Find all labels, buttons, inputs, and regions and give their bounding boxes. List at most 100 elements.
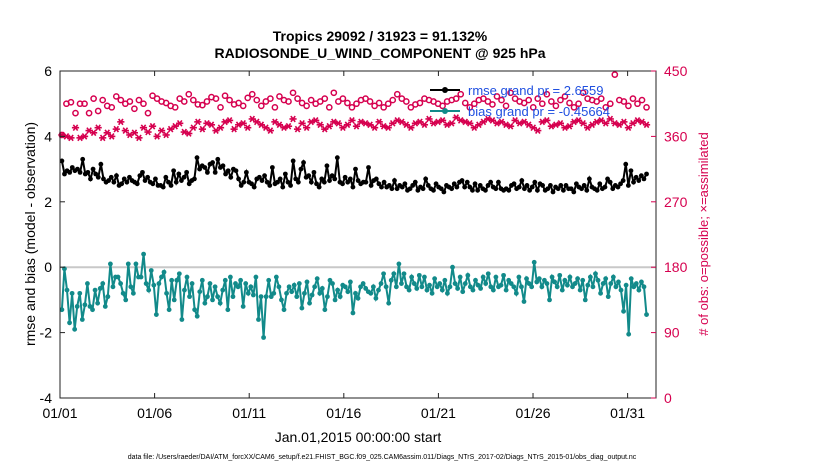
rmse-point: [280, 184, 286, 190]
rmse-point: [168, 183, 174, 188]
bias-point: [243, 281, 249, 286]
assimilated-obs-point: [153, 133, 161, 140]
rmse-point: [202, 165, 208, 170]
bias-point: [411, 281, 417, 286]
bias-point: [628, 276, 634, 282]
possible-obs-point: [112, 93, 120, 100]
legend-swatch-marker: [442, 87, 448, 93]
rmse-point: [547, 183, 553, 188]
assimilated-obs-point: [366, 121, 374, 129]
rmse-point: [267, 183, 273, 188]
assimilated-obs-point: [117, 118, 125, 126]
bias-point: [240, 304, 246, 309]
rmse-point: [332, 176, 338, 182]
assimilated-obs-point: [312, 117, 320, 124]
rmse-point: [166, 179, 171, 185]
bias-point: [516, 274, 522, 280]
rmse-point: [298, 166, 304, 172]
possible-obs-point: [239, 102, 247, 110]
rmse-point: [243, 169, 249, 175]
rmse-point: [586, 176, 592, 182]
assimilated-obs-point: [112, 125, 120, 133]
legend: rmse grand pr = 2.6559 bias grand pr = -0…: [430, 83, 610, 119]
rmse-point: [319, 176, 325, 182]
possible-obs-point: [375, 99, 383, 107]
bias-point: [174, 277, 180, 283]
possible-obs-point: [189, 96, 197, 104]
bias-point: [222, 277, 228, 283]
rmse-point: [238, 183, 244, 188]
bias-point: [396, 261, 402, 267]
assimilated-obs-point: [271, 118, 279, 126]
bias-point: [572, 281, 578, 286]
assimilated-obs-point: [574, 117, 583, 124]
assimilated-obs-point: [506, 122, 515, 130]
assimilated-obs-point: [130, 129, 139, 137]
possible-obs-point: [221, 92, 229, 100]
legend-swatch-marker: [442, 108, 448, 114]
bias-point: [337, 294, 343, 300]
bias-point: [473, 277, 478, 283]
bias-point: [358, 284, 363, 290]
possible-obs-point: [203, 98, 211, 105]
bias-point: [419, 284, 425, 290]
bias-point: [508, 281, 514, 286]
bias-point: [526, 281, 532, 286]
possible-obs-point: [366, 98, 374, 105]
rmse-point: [597, 181, 603, 187]
rmse-point: [438, 186, 444, 192]
bias-point: [462, 281, 468, 286]
bias-point: [182, 287, 187, 293]
rmse-point: [340, 181, 345, 187]
bias-point: [319, 286, 325, 291]
y2-tick-label: 270: [664, 194, 688, 210]
rmse-point: [433, 181, 439, 187]
assimilated-obs-point: [479, 118, 487, 126]
rmse-point: [615, 184, 621, 190]
bias-point: [248, 284, 254, 290]
bias-point: [490, 287, 496, 293]
bias-point: [238, 277, 244, 283]
rmse-point: [462, 184, 468, 190]
rmse-point: [560, 187, 566, 193]
bias-point: [608, 281, 614, 286]
rmse-point: [212, 169, 218, 175]
bias-point: [281, 307, 287, 313]
x-tick-label: 01/11: [232, 405, 266, 421]
chart-title: Tropics 29092 / 31923 = 91.132%: [273, 28, 488, 44]
rmse-point: [59, 158, 65, 164]
bias-point: [59, 307, 65, 313]
possible-obs-point: [298, 99, 306, 107]
assimilated-obs-point: [425, 115, 433, 123]
rmse-point: [449, 186, 455, 192]
rmse-point: [228, 174, 234, 180]
bias-point: [302, 290, 307, 296]
bias-point: [623, 282, 629, 288]
assimilated-obs-point: [475, 121, 483, 129]
rmse-point: [308, 179, 314, 185]
bias-point: [391, 271, 397, 277]
bias-point: [102, 304, 108, 309]
y2-tick-label: 450: [664, 63, 688, 79]
bias-point: [225, 307, 231, 313]
rmse-point: [106, 178, 112, 183]
rmse-point: [98, 161, 104, 167]
rmse-point: [550, 189, 556, 195]
bias-point: [416, 272, 422, 278]
bias-point: [488, 284, 494, 290]
possible-obs-point: [276, 93, 283, 100]
y2-tick-label: 0: [664, 390, 672, 406]
possible-obs-point: [67, 98, 75, 106]
bias-point: [450, 264, 455, 270]
bias-point: [521, 299, 527, 304]
rmse-point: [641, 176, 647, 182]
assimilated-obs-point: [339, 124, 347, 132]
rmse-point: [485, 183, 491, 188]
rmse-point: [402, 181, 408, 187]
rmse-point: [127, 174, 132, 180]
rmse-point: [607, 179, 613, 185]
assimilated-obs-point: [606, 115, 614, 123]
possible-obs-point: [81, 100, 88, 108]
bias-point: [261, 335, 266, 340]
possible-obs-point: [99, 96, 107, 104]
